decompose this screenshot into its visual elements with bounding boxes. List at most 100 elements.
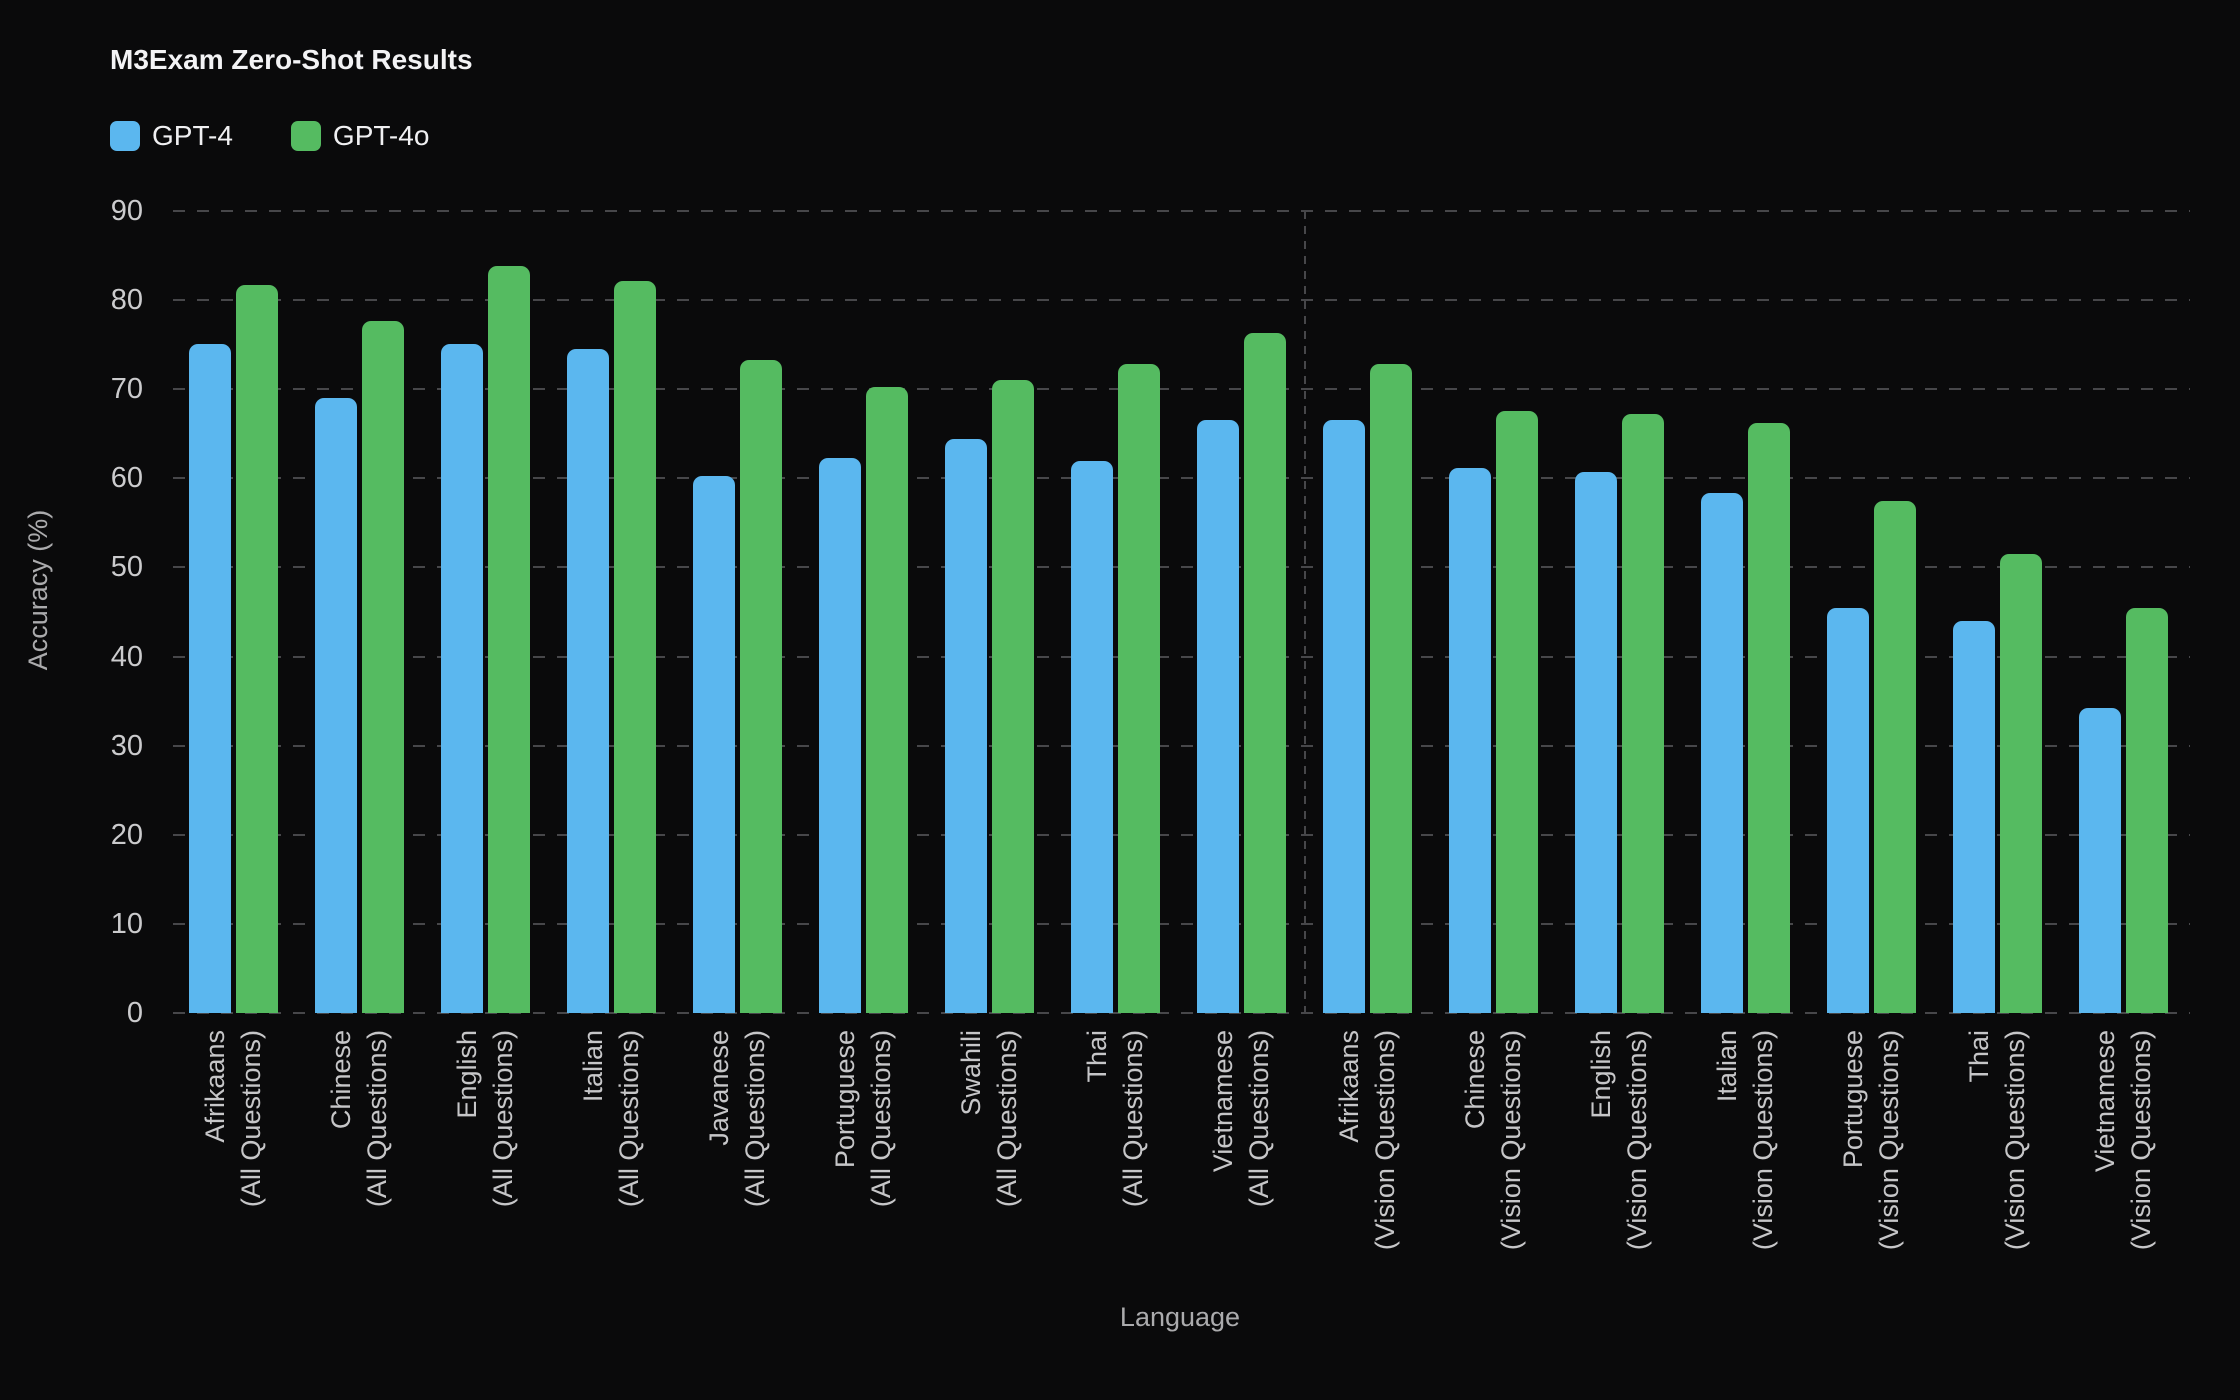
x-axis-labels: Afrikaans (All Questions) Chinese (All Ques… [170,1030,2186,1340]
plot-area [170,210,2190,1014]
x-label-cell-4: Javanese (All Questions) [674,1030,800,1340]
x-label-3: Italian (All Questions) [578,1030,644,1208]
legend: GPT-4 GPT-4o [110,120,429,152]
x-label-2: English (All Questions) [452,1030,518,1208]
x-label-1: Chinese (All Questions) [326,1030,392,1208]
y-tick-label-30: 30 [110,729,143,762]
bar-gpt4o-vietnamese-vision-questions [2125,608,2168,1013]
bar-gpt4o-italian-all-questions [613,280,656,1013]
x-label-cell-5: Portuguese (All Questions) [800,1030,926,1340]
x-label-cell-1: Chinese (All Questions) [296,1030,422,1340]
legend-swatch-gpt4o [290,121,321,151]
y-tick-label-90: 90 [110,195,143,227]
bar-group-0 [170,211,296,1013]
bar-gpt4-chinese-vision-questions [1448,467,1491,1013]
bar-gpt4-thai-vision-questions [1952,620,1995,1013]
gridline-80 [173,299,2190,302]
x-label-11: English (Vision Questions) [1586,1030,1652,1251]
bar-group-14 [1934,211,2060,1013]
bar-group-7 [1052,211,1178,1013]
x-axis-title: Language [1119,1302,1241,1332]
gridline-60 [173,477,2190,480]
bar-gpt4o-vietnamese-all-questions [1243,333,1286,1013]
x-label-cell-10: Chinese (Vision Questions) [1430,1030,1556,1340]
x-label-14: Thai (Vision Questions) [1964,1030,2030,1251]
x-label-10: Chinese (Vision Questions) [1460,1030,1526,1251]
x-label-12: Italian (Vision Questions) [1712,1030,1778,1251]
x-label-cell-14: Thai (Vision Questions) [1934,1030,2060,1340]
group-separator [1304,211,1306,1013]
bar-group-3 [548,211,674,1013]
bar-gpt4-chinese-all-questions [314,398,357,1013]
x-label-cell-8: Vietnamese (All Questions) [1178,1030,1304,1340]
legend-label-gpt4o: GPT-4o [332,120,430,151]
x-label-15: Vietnamese (Vision Questions) [2090,1030,2156,1251]
legend-swatch-gpt4 [110,121,140,151]
bar-group-13 [1808,211,1934,1013]
bar-gpt4-portuguese-all-questions [818,457,861,1013]
bar-group-9 [1304,211,1430,1013]
gridline-0 [173,1012,2190,1014]
x-label-cell-15: Vietnamese (Vision Questions) [2060,1030,2186,1340]
bar-gpt4o-english-all-questions [487,266,530,1013]
bar-group-10 [1430,211,1556,1013]
x-label-cell-12: Italian (Vision Questions) [1682,1030,1808,1340]
y-tick-label-80: 80 [110,284,143,317]
chart-title: M3Exam Zero-Shot Results [110,44,473,75]
y-tick-label-50: 50 [110,551,143,584]
gridline-90 [173,210,2190,212]
legend-label-gpt4: GPT-4 [152,120,233,151]
bar-gpt4-italian-vision-questions [1700,492,1743,1013]
bar-gpt4o-portuguese-all-questions [865,387,908,1013]
x-label-5: Portuguese (All Questions) [830,1030,896,1208]
gridline-50 [173,566,2190,569]
x-label-8: Vietnamese (All Questions) [1208,1030,1274,1208]
gridline-30 [173,744,2190,747]
y-tick-label-70: 70 [110,373,143,406]
bar-gpt4-swahili-all-questions [944,439,987,1013]
x-label-cell-7: Thai (All Questions) [1052,1030,1178,1340]
y-tick-label-10: 10 [110,907,143,940]
bar-gpt4o-thai-vision-questions [1999,554,2042,1013]
bar-group-11 [1556,211,1682,1013]
bar-gpt4o-chinese-vision-questions [1495,410,1538,1013]
bar-gpt4o-english-vision-questions [1621,414,1664,1013]
x-label-13: Portuguese (Vision Questions) [1838,1030,1904,1251]
bar-gpt4o-swahili-all-questions [991,380,1034,1013]
bar-group-1 [296,211,422,1013]
bar-gpt4o-afrikaans-vision-questions [1369,364,1412,1013]
bar-gpt4o-javanese-all-questions [739,359,782,1013]
bar-gpt4o-italian-vision-questions [1747,423,1790,1013]
x-label-cell-13: Portuguese (Vision Questions) [1808,1030,1934,1340]
y-tick-label-0: 0 [126,997,143,1029]
bar-group-4 [674,211,800,1013]
bar-group-5 [800,211,926,1013]
bar-group-15 [2060,211,2186,1013]
bar-gpt4o-afrikaans-all-questions [235,284,278,1013]
x-label-7: Thai (All Questions) [1082,1030,1148,1208]
bar-group-2 [422,211,548,1013]
gridline-70 [173,388,2190,391]
gridline-40 [173,655,2190,658]
bar-gpt4-italian-all-questions [566,349,609,1013]
bar-gpt4-afrikaans-all-questions [188,343,231,1013]
x-label-cell-9: Afrikaans (Vision Questions) [1304,1030,1430,1340]
x-label-cell-0: Afrikaans (All Questions) [170,1030,296,1340]
bar-gpt4-vietnamese-vision-questions [2078,708,2121,1013]
bar-group-8 [1178,211,1304,1013]
bar-gpt4o-chinese-all-questions [361,320,404,1013]
gridline-10 [173,922,2190,925]
bar-gpt4-english-vision-questions [1574,472,1617,1013]
bar-gpt4-afrikaans-vision-questions [1322,420,1365,1013]
x-label-4: Javanese (All Questions) [704,1030,770,1208]
y-tick-label-20: 20 [110,818,143,851]
bar-gpt4o-thai-all-questions [1117,364,1160,1013]
gridline-20 [173,833,2190,836]
x-label-cell-2: English (All Questions) [422,1030,548,1340]
bar-gpt4-english-all-questions [440,343,483,1013]
legend-item-gpt4: GPT-4 [110,120,233,152]
bar-gpt4-portuguese-vision-questions [1826,607,1869,1013]
bar-group-12 [1682,211,1808,1013]
y-tick-label-40: 40 [110,640,143,673]
